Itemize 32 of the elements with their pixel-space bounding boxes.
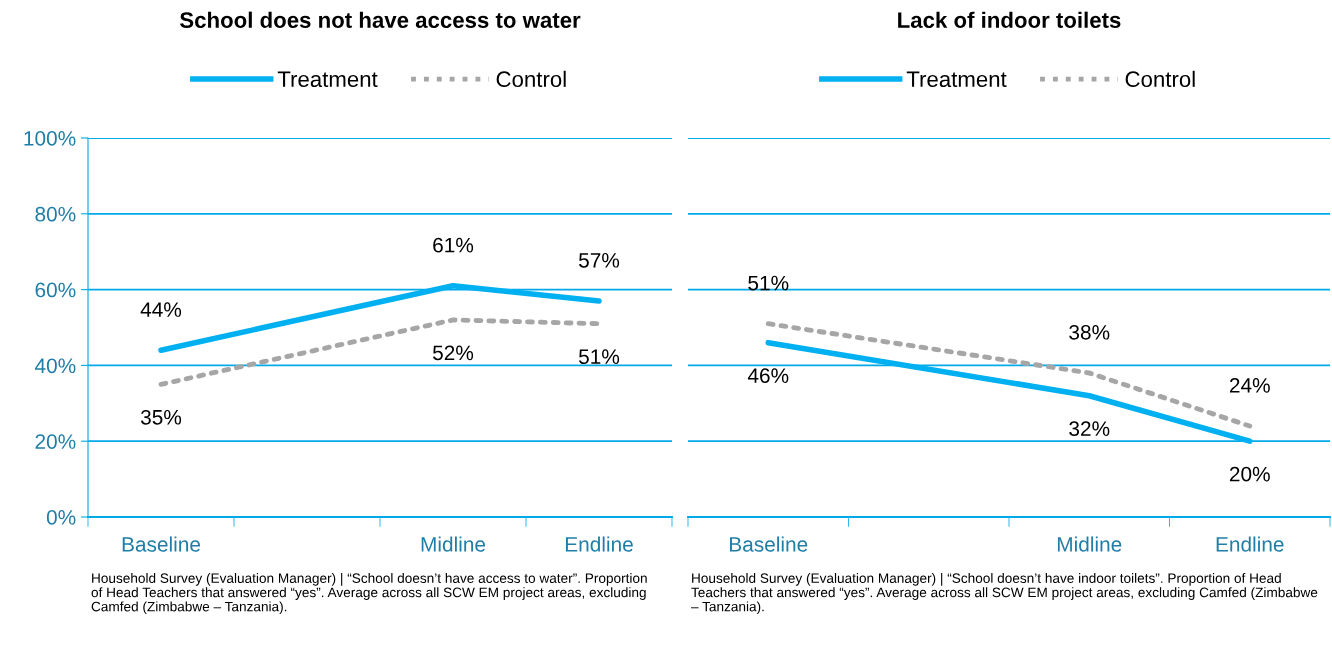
x-tick-label: Midline — [421, 536, 486, 552]
text: Household Survey (Evaluation Manager) | “School doesn’t have access to water”. Proportion of Head Teachers that answered “yes”. Average across all SCW EM project areas, excluding Camfed (Zimbabwe – Tanzania). — [91, 573, 647, 615]
data-label: 52% — [432, 345, 474, 361]
legend-label: Control — [1125, 70, 1195, 88]
y-tick-label: 20% — [35, 434, 76, 449]
legend-label: Treatment — [277, 71, 378, 88]
y-tick-label: 100% — [24, 131, 76, 146]
x-tick-label: Baseline — [730, 536, 808, 552]
chart-title: School does not have access to water — [179, 11, 581, 28]
data-label: 20% — [1229, 466, 1270, 482]
data-label: 57% — [578, 253, 620, 268]
y-tick-label: 40% — [34, 358, 76, 374]
data-label: 51% — [578, 349, 620, 365]
data-label: 38% — [1069, 324, 1110, 340]
data-label: 24% — [1229, 378, 1270, 393]
y-tick-label: 0% — [46, 510, 76, 525]
x-tick-label: Endline — [1216, 536, 1284, 552]
chart-title: Lack of indoor toilets — [898, 11, 1121, 28]
data-label: 44% — [140, 302, 182, 317]
y-tick-label: 60% — [35, 282, 76, 298]
data-label: 51% — [748, 275, 789, 291]
data-label: 46% — [747, 368, 789, 383]
data-label: 35% — [140, 409, 182, 425]
y-tick-label: 80% — [35, 206, 76, 222]
text: Household Survey (Evaluation Manager) | “School doesn’t have indoor toilets”. Proportion of Head Teachers that answered “yes”. Average across all SCW EM project areas, excluding Camfed (Zimbabwe – Tanzania). — [691, 573, 1318, 615]
data-label: 32% — [1069, 421, 1110, 437]
legend-label: Control — [496, 70, 566, 88]
data-label: 61% — [433, 237, 474, 253]
x-tick-label: Endline — [565, 536, 633, 552]
x-tick-label: Baseline — [122, 536, 201, 552]
legend-label: Treatment — [906, 71, 1007, 88]
x-tick-label: Midline — [1057, 536, 1122, 552]
